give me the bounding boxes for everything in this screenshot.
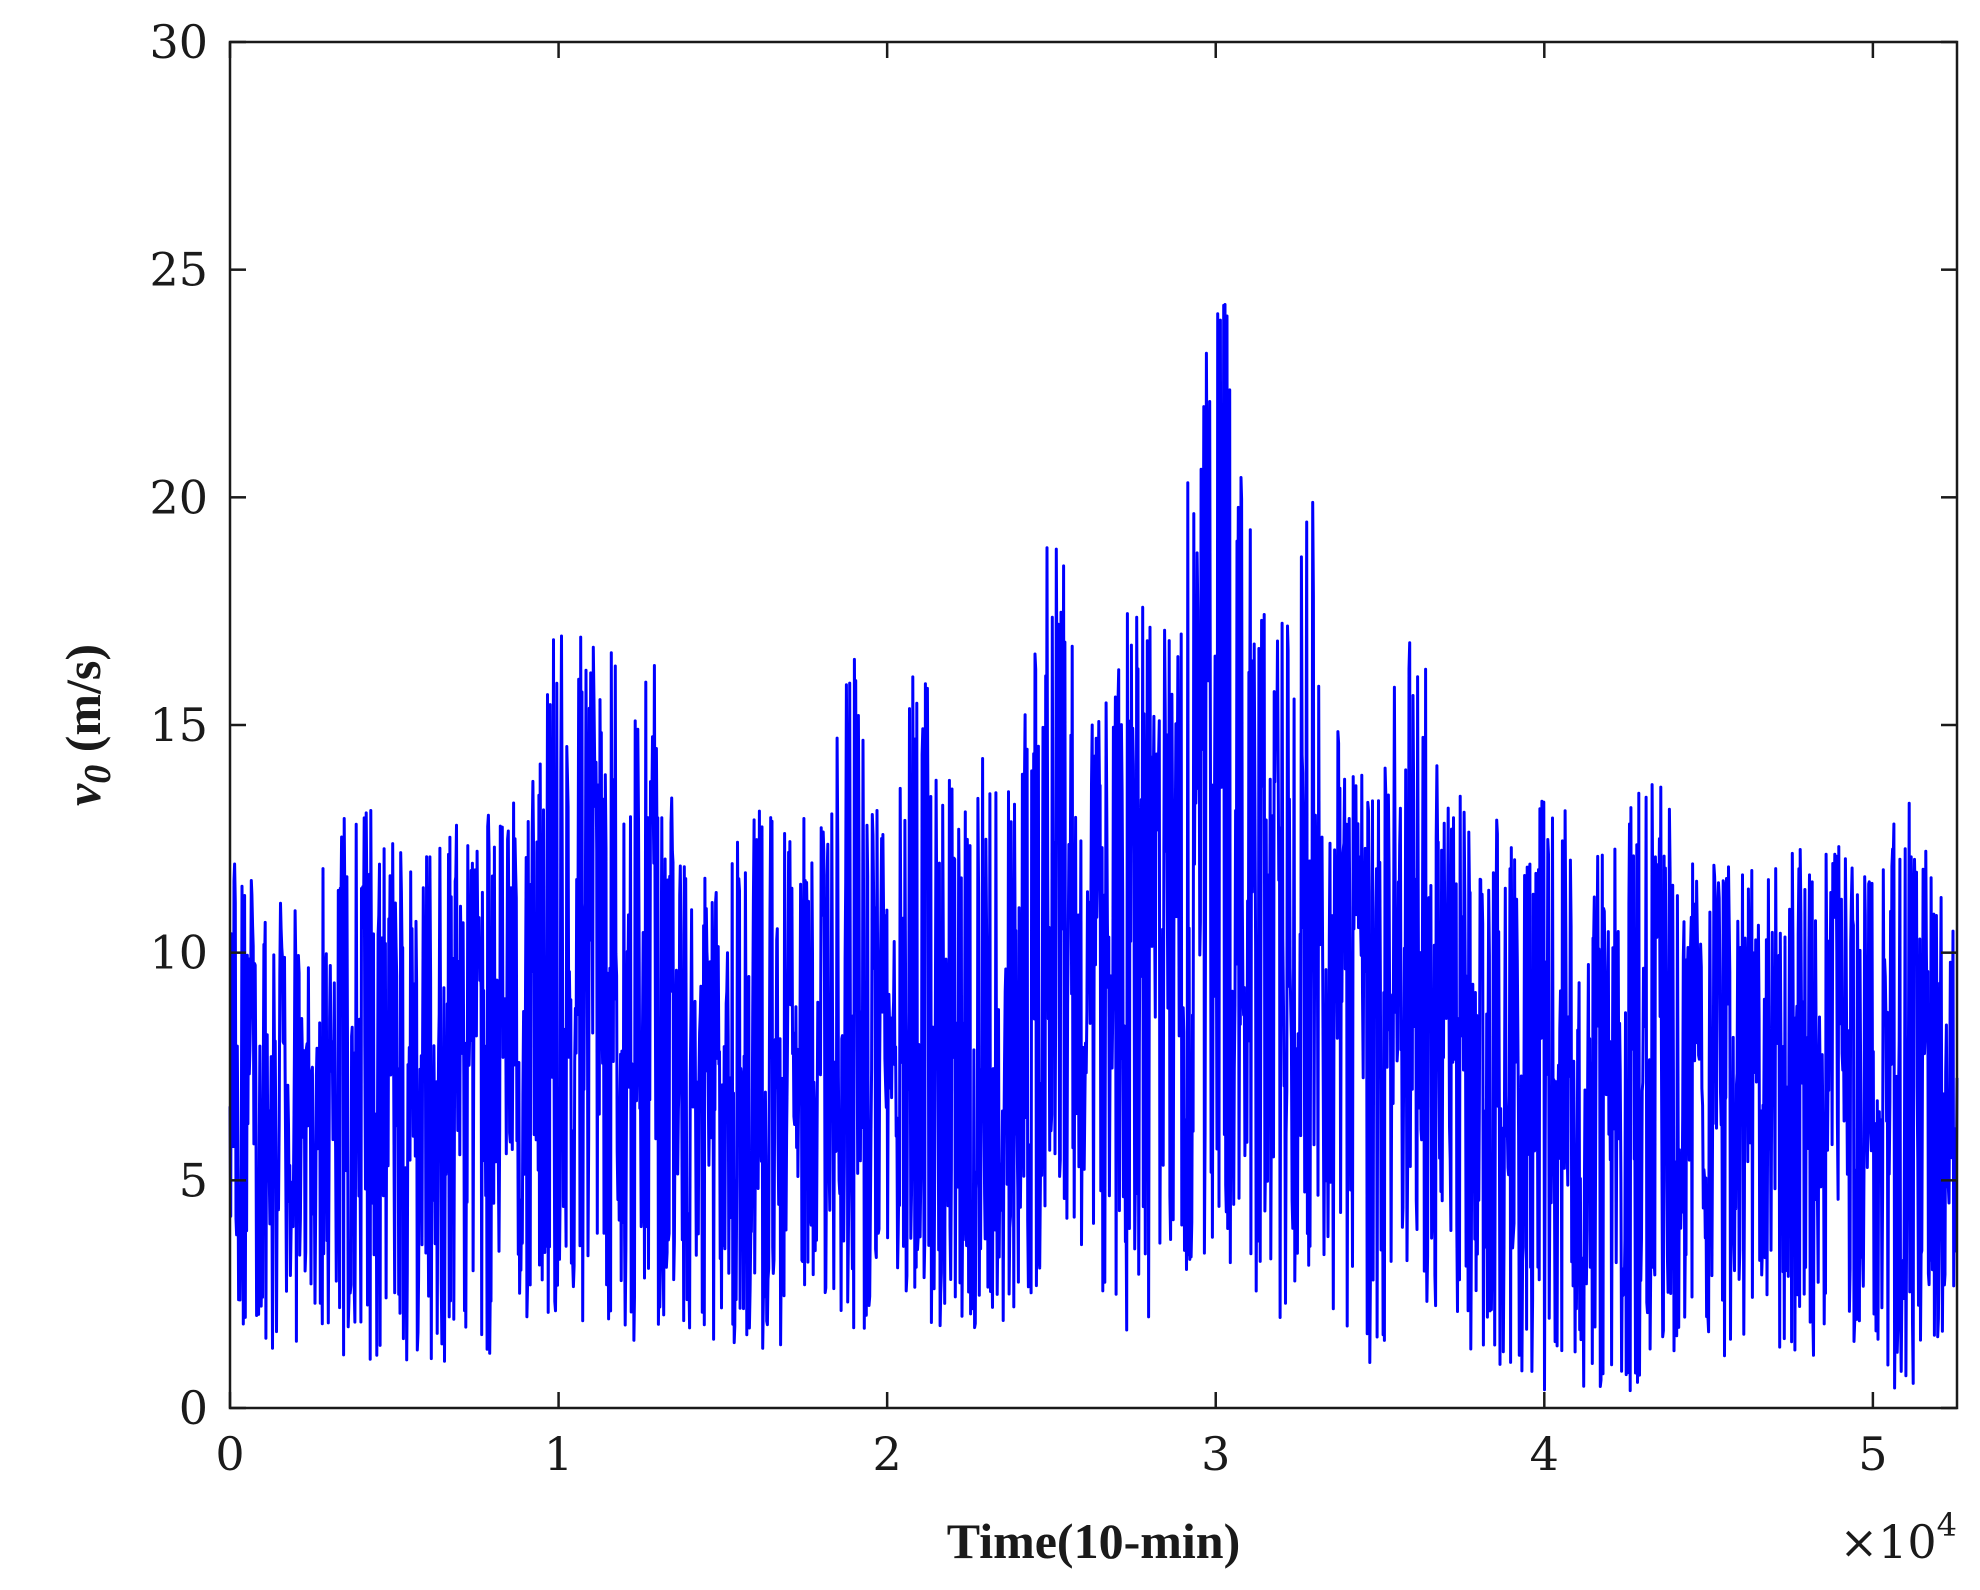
x-axis-multiplier: ×104 — [1840, 1506, 1957, 1569]
y-axis-label-unit: (m/s) — [55, 644, 111, 765]
x-axis-multiplier-exponent: 4 — [1937, 1506, 1957, 1544]
y-axis-label-subscript: 0 — [77, 765, 119, 784]
y-axis-label-main: v — [55, 783, 111, 806]
y-axis-label: v0 (m/s) — [55, 644, 119, 806]
x-tick-label: 2 — [873, 1427, 902, 1481]
x-tick-label: 4 — [1530, 1427, 1559, 1481]
series-layer — [228, 303, 1959, 1393]
y-tick-label: 0 — [179, 1381, 208, 1435]
x-tick-label: 3 — [1201, 1427, 1230, 1481]
x-tick-label: 5 — [1858, 1427, 1887, 1481]
y-tick-label: 5 — [179, 1153, 208, 1207]
y-tick-label: 20 — [149, 470, 208, 524]
x-tick-label: 1 — [544, 1427, 573, 1481]
y-tick-label: 25 — [149, 243, 208, 297]
x-axis-label: Time(10-min) — [947, 1513, 1240, 1569]
y-tick-label: 30 — [149, 15, 208, 69]
y-tick-label: 15 — [149, 698, 208, 752]
series-line-v0 — [228, 303, 1959, 1393]
y-tick-label: 10 — [149, 926, 208, 980]
x-axis-multiplier-base: ×10 — [1840, 1515, 1937, 1569]
x-tick-label: 0 — [215, 1427, 244, 1481]
tick-layer: 0 1 2 3 4 5 0 5 10 15 20 25 30 — [149, 15, 1957, 1481]
